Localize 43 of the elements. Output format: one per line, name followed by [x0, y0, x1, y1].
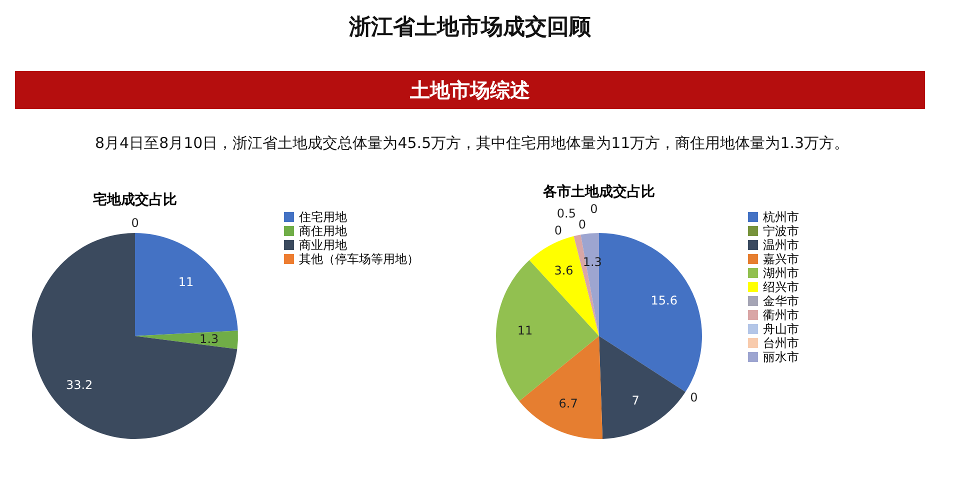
text: 0: [690, 390, 698, 404]
data-label: 15.6: [650, 294, 678, 308]
text: 0: [131, 216, 139, 230]
text: 0: [590, 202, 598, 216]
legend-label: 衢州市: [763, 308, 799, 322]
legend-label: 台州市: [763, 336, 799, 350]
legend-label: 嘉兴市: [763, 252, 799, 266]
data-label: 11: [178, 275, 194, 290]
data-label: 7: [632, 394, 640, 408]
text: 土地市场综述: [409, 78, 530, 102]
legend-label: 商住用地: [299, 224, 347, 238]
legend-label: 舟山市: [763, 322, 799, 336]
legend-label: 其他（停车场等用地）: [299, 252, 419, 266]
data-label: 6.7: [558, 396, 578, 411]
pie-slice: [135, 233, 238, 336]
pie-slice: [574, 234, 599, 336]
data-label: 33.2: [66, 378, 93, 392]
legend-label: 温州市: [763, 238, 799, 252]
legend-label: 丽水市: [763, 350, 799, 364]
data-label: 1.3: [582, 255, 602, 270]
text: 浙江省土地市场成交回顾: [348, 14, 592, 40]
pie-slice: [135, 330, 238, 350]
data-label: 0.5: [556, 206, 576, 220]
legend-label: 宁波市: [763, 224, 799, 238]
text: 0: [578, 217, 586, 232]
legend-label: 杭州市: [762, 210, 799, 224]
legend-label: 商业用地: [299, 238, 347, 252]
data-label: 3.6: [554, 264, 574, 278]
legend-label: 绍兴市: [763, 280, 799, 294]
legend-label: 湖州市: [763, 266, 799, 280]
pie-slice: [580, 233, 599, 336]
legend-label: 金华市: [763, 294, 799, 308]
pie-slice: [599, 233, 702, 392]
text: 0: [554, 224, 562, 238]
data-label: 1.3: [200, 332, 219, 346]
chart-title: 宅地成交占比: [93, 191, 177, 208]
data-label: 11: [517, 324, 533, 338]
legend-label: 住宅用地: [298, 210, 347, 224]
pie-slice: [519, 336, 603, 439]
text: 8月4日至8月10日，浙江省土地成交总体量为45.5万方，其中住宅用地体量为11万方，商住用地体量为1.3万方。: [95, 134, 850, 152]
pie-slice: [599, 336, 686, 439]
pie-slice: [32, 233, 238, 439]
chart-title: 各市土地成交占比: [542, 183, 655, 200]
